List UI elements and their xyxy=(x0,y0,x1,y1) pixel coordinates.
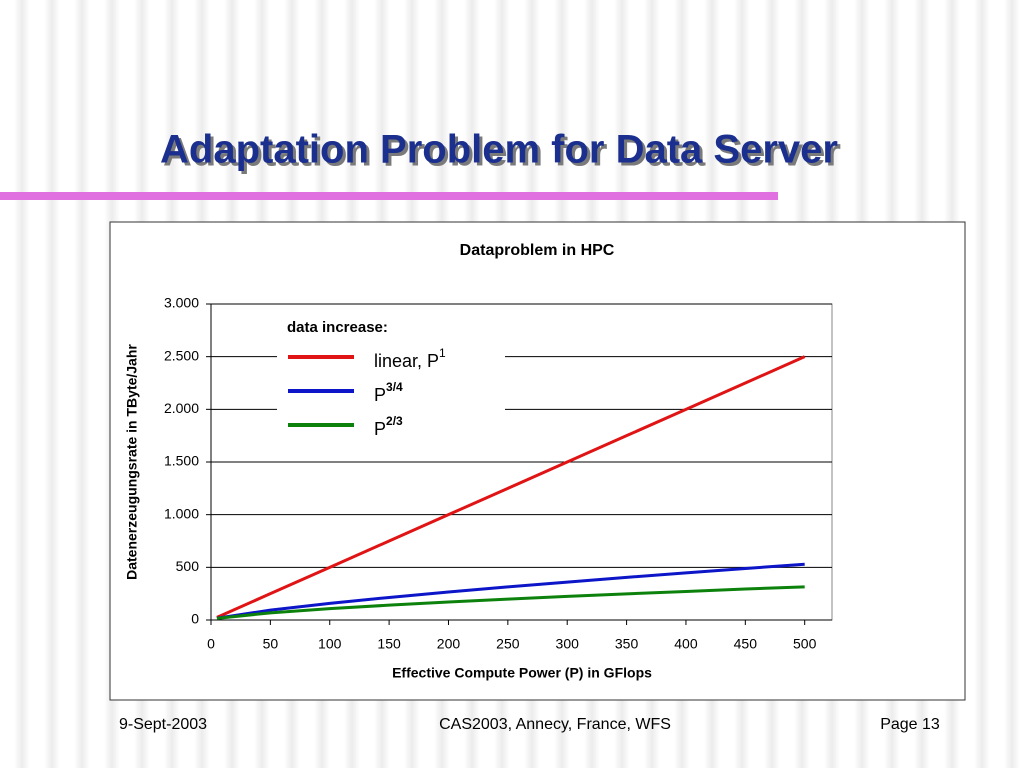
footer-page: Page 13 xyxy=(880,716,940,733)
y-tick-label: 1.000 xyxy=(164,505,199,521)
footer-event: CAS2003, Annecy, France, WFS xyxy=(439,716,671,733)
x-tick-label: 450 xyxy=(734,636,758,652)
y-axis-label: Datenerzeugungsrate in TByte/Jahr xyxy=(124,344,140,580)
x-tick-label: 300 xyxy=(556,636,580,652)
legend-exponent: 3/4 xyxy=(386,380,403,394)
x-tick-label: 250 xyxy=(496,636,520,652)
series-line xyxy=(216,585,805,620)
x-tick-label: 150 xyxy=(377,636,401,652)
y-tick-label: 1.500 xyxy=(164,453,199,469)
title-rule xyxy=(0,192,778,200)
x-tick-label: 200 xyxy=(437,636,461,652)
x-tick-label: 350 xyxy=(615,636,639,652)
x-tick-label: 400 xyxy=(674,636,698,652)
x-tick-label: 50 xyxy=(263,636,279,652)
legend-entry: P2/3 xyxy=(374,414,403,439)
y-tick-label: 2.000 xyxy=(164,400,199,416)
legend-exponent: 1 xyxy=(439,346,446,360)
y-tick-label: 2.500 xyxy=(164,347,199,363)
slide-title: Adaptation Problem for Data Server xyxy=(160,128,838,172)
x-tick-label: 0 xyxy=(207,636,215,652)
plot: 0 500 1.000 1.500 2.000 2.500 3.000 0 50 100 150 20… xyxy=(164,295,833,652)
chart-title: Dataproblem in HPC xyxy=(460,242,615,259)
y-tick-label: 500 xyxy=(176,558,200,574)
series-line xyxy=(216,355,806,619)
legend-title: data increase: xyxy=(287,319,388,336)
series-line xyxy=(216,562,805,620)
legend-entry: linear, P1 xyxy=(374,346,446,371)
legend-name: P xyxy=(374,385,386,405)
x-axis-label: Effective Compute Power (P) in GFlops xyxy=(392,665,652,681)
legend-box xyxy=(277,314,505,440)
legend-name: P xyxy=(374,419,386,439)
legend-exponent: 2/3 xyxy=(386,414,403,428)
y-tick-label: 3.000 xyxy=(164,295,199,311)
title-shadow: Adaptation Problem for Data Server xyxy=(163,131,841,175)
x-tick-label: 500 xyxy=(793,636,817,652)
legend-entry: P3/4 xyxy=(374,380,403,405)
footer-date: 9-Sept-2003 xyxy=(119,716,207,733)
x-tick-label: 100 xyxy=(318,636,342,652)
legend-name: linear, P xyxy=(374,351,439,371)
y-tick-label: 0 xyxy=(191,611,199,627)
